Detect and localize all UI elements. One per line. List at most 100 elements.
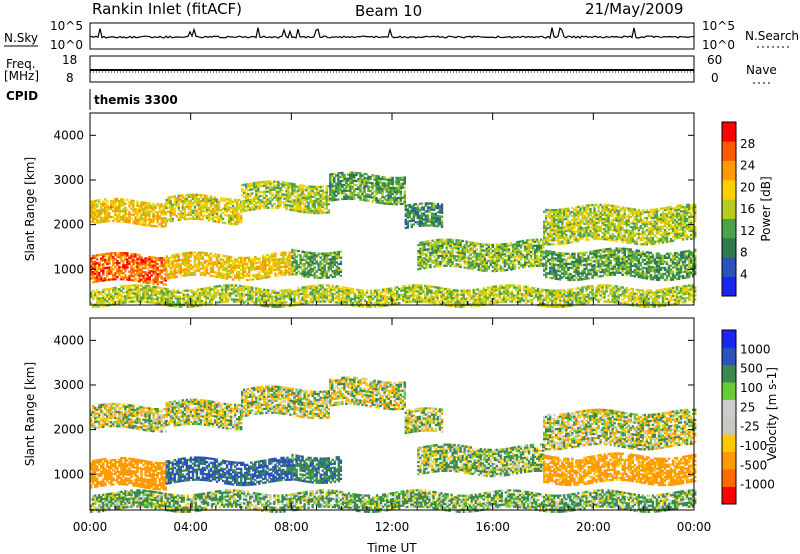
data-cell — [138, 268, 141, 271]
data-cell — [189, 259, 193, 262]
data-cell — [627, 207, 630, 210]
data-cell — [281, 189, 284, 192]
data-cell — [325, 197, 328, 200]
data-cell — [219, 274, 223, 277]
data-cell — [148, 202, 151, 205]
data-cell — [559, 226, 562, 229]
data-cell — [403, 194, 406, 197]
data-cell — [694, 211, 697, 215]
data-cell — [335, 198, 338, 201]
data-cell — [251, 182, 254, 185]
data-cell — [440, 215, 444, 218]
data-cell — [527, 259, 531, 262]
data-cell — [401, 184, 404, 187]
data-cell — [303, 192, 306, 196]
data-cell — [305, 259, 308, 262]
data-cell — [142, 203, 145, 206]
data-cell — [286, 265, 289, 268]
data-cell — [333, 176, 336, 179]
data-cell — [609, 273, 612, 277]
data-cell — [425, 254, 428, 257]
data-cell — [207, 254, 211, 257]
data-cell — [154, 207, 157, 210]
data-cell — [437, 256, 440, 260]
data-cell — [236, 274, 239, 277]
data-cell — [403, 178, 406, 181]
data-cell — [607, 230, 610, 233]
data-cell — [575, 240, 578, 243]
data-cell — [241, 184, 244, 187]
data-cell — [177, 218, 180, 222]
data-cell — [447, 256, 450, 259]
data-cell — [561, 222, 564, 225]
data-cell — [136, 259, 139, 263]
data-cell — [112, 203, 115, 207]
data-cell — [335, 174, 338, 177]
data-cell — [434, 224, 438, 228]
data-cell — [545, 273, 548, 277]
data-cell — [363, 178, 366, 182]
data-cell — [260, 261, 263, 264]
data-cell — [511, 255, 515, 259]
nsearch-label: N.Search — [745, 29, 799, 43]
data-cell — [96, 217, 99, 220]
data-cell — [247, 201, 250, 204]
data-cell — [503, 247, 507, 250]
data-cell — [240, 219, 243, 222]
data-cell — [201, 263, 205, 266]
data-cell — [132, 267, 135, 270]
data-cell — [631, 222, 634, 225]
data-cell — [436, 221, 440, 224]
data-cell — [355, 183, 358, 187]
data-cell — [397, 188, 400, 192]
data-cell — [583, 218, 586, 222]
data-cell — [211, 268, 215, 272]
data-cell — [633, 242, 636, 245]
data-cell — [553, 277, 556, 280]
data-cell — [617, 217, 620, 221]
data-cell — [607, 268, 610, 271]
data-cell — [694, 219, 697, 223]
data-cell — [317, 276, 320, 279]
data-cell — [477, 268, 480, 272]
data-cell — [573, 264, 576, 267]
data-cell — [185, 254, 188, 257]
data-cell — [410, 217, 413, 220]
data-cell — [181, 206, 184, 209]
data-cell — [499, 257, 503, 260]
data-cell — [424, 220, 428, 223]
data-cell — [525, 263, 529, 266]
data-cell — [303, 253, 306, 256]
data-cell — [601, 262, 604, 265]
data-cell — [493, 249, 497, 253]
data-cell — [685, 233, 689, 237]
data-cell — [128, 203, 131, 206]
data-cell — [569, 272, 572, 276]
data-cell — [421, 265, 424, 268]
data-cell — [132, 209, 135, 213]
data-cell — [124, 274, 127, 277]
data-cell — [241, 188, 244, 191]
data-cell — [90, 277, 93, 280]
data-cell — [255, 205, 258, 208]
data-cell — [455, 247, 458, 250]
data-cell — [146, 267, 149, 270]
data-cell — [142, 201, 145, 204]
data-cell — [173, 253, 176, 257]
data-cell — [339, 190, 342, 193]
data-cell — [106, 260, 109, 263]
data-cell — [365, 173, 368, 176]
data-cell — [234, 212, 237, 216]
data-cell — [303, 273, 306, 276]
data-cell — [195, 197, 199, 200]
data-cell — [517, 240, 521, 243]
data-cell — [587, 273, 590, 276]
data-cell — [317, 209, 320, 213]
data-cell — [517, 244, 521, 247]
data-cell — [238, 260, 241, 263]
data-cell — [309, 193, 312, 196]
data-cell — [283, 205, 286, 208]
data-cell — [404, 212, 407, 215]
data-cell — [154, 274, 157, 278]
data-cell — [381, 192, 384, 195]
